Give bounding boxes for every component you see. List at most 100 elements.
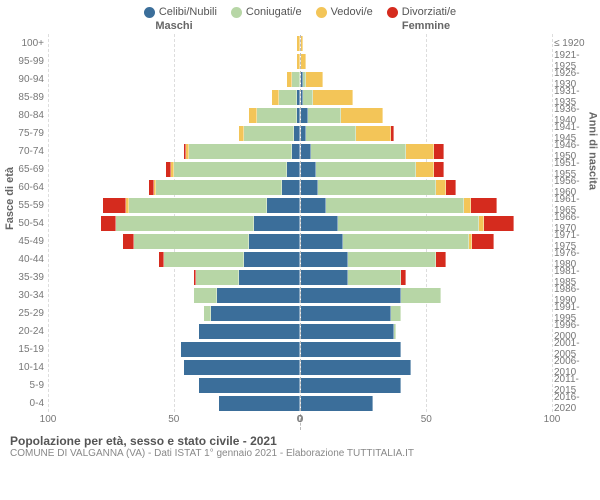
- pyramid-row: 50-541966-1970: [48, 214, 552, 232]
- pyramid-row: 40-441976-1980: [48, 250, 552, 268]
- bar-segment: [434, 144, 444, 159]
- male-bar: [48, 215, 301, 231]
- female-bar: [301, 341, 553, 357]
- pyramid-row: 45-491971-1975: [48, 232, 552, 250]
- bar-segment: [348, 270, 401, 285]
- pyramid-row: 80-841936-1940: [48, 106, 552, 124]
- female-bar: [301, 53, 553, 69]
- bar-segment: [297, 108, 300, 123]
- bar-segment: [272, 90, 280, 105]
- age-label: 15-19: [4, 344, 44, 355]
- bar-segment: [306, 126, 356, 141]
- bar-segment: [301, 270, 349, 285]
- y-axis-right-label: Anni di nascita: [586, 112, 598, 190]
- bar-segment: [292, 144, 300, 159]
- bar-segment: [391, 306, 401, 321]
- age-label: 0-4: [4, 398, 44, 409]
- bar-segment: [436, 252, 446, 267]
- bar-segment: [306, 72, 324, 87]
- bar-segment: [181, 342, 299, 357]
- male-bar: [48, 53, 301, 69]
- x-tick: 0: [298, 414, 304, 425]
- gender-headers: Maschi Femmine: [0, 20, 600, 34]
- chart-title: Popolazione per età, sesso e stato civil…: [10, 434, 590, 448]
- bar-segment: [316, 162, 417, 177]
- bar-segment: [301, 306, 392, 321]
- bar-segment: [301, 108, 309, 123]
- bar-segment: [343, 234, 469, 249]
- birth-year-label: ≤ 1920: [554, 38, 600, 49]
- bar-segment: [416, 162, 434, 177]
- bar-segment: [297, 36, 300, 51]
- age-label: 70-74: [4, 146, 44, 157]
- bar-segment: [401, 288, 441, 303]
- bar-segment: [204, 306, 212, 321]
- bar-segment: [303, 90, 313, 105]
- female-bar: [301, 395, 553, 411]
- bar-segment: [318, 180, 436, 195]
- legend-swatch: [144, 7, 155, 18]
- bar-segment: [184, 360, 300, 375]
- legend-label: Celibi/Nubili: [159, 6, 217, 18]
- age-label: 20-24: [4, 326, 44, 337]
- female-bar: [301, 359, 553, 375]
- age-label: 75-79: [4, 128, 44, 139]
- x-axis: 050100 050100: [0, 412, 600, 428]
- pyramid-row: 65-691951-1955: [48, 160, 552, 178]
- bar-segment: [311, 144, 407, 159]
- bar-segment: [484, 216, 514, 231]
- legend-item: Celibi/Nubili: [144, 6, 217, 18]
- male-bar: [48, 233, 301, 249]
- pyramid-row: 15-192001-2005: [48, 340, 552, 358]
- female-bar: [301, 197, 553, 213]
- x-tick: 50: [168, 414, 179, 425]
- pyramid-row: 75-791941-1945: [48, 124, 552, 142]
- bar-segment: [103, 198, 126, 213]
- bar-segment: [313, 90, 353, 105]
- bar-segment: [301, 234, 344, 249]
- male-bar: [48, 35, 301, 51]
- male-bar: [48, 359, 301, 375]
- age-label: 80-84: [4, 110, 44, 121]
- legend-label: Divorziati/e: [402, 6, 456, 18]
- female-bar: [301, 179, 553, 195]
- bar-segment: [129, 198, 267, 213]
- male-bar: [48, 323, 301, 339]
- bar-segment: [301, 216, 339, 231]
- legend: Celibi/NubiliConiugati/eVedovi/eDivorzia…: [0, 0, 600, 20]
- pyramid-row: 95-991921-1925: [48, 52, 552, 70]
- bar-segment: [341, 108, 384, 123]
- bar-segment: [294, 126, 299, 141]
- male-bar: [48, 89, 301, 105]
- bar-segment: [279, 90, 297, 105]
- pyramid-row: 10-142006-2010: [48, 358, 552, 376]
- female-bar: [301, 71, 553, 87]
- male-bar: [48, 377, 301, 393]
- bar-segment: [338, 216, 479, 231]
- bar-segment: [199, 378, 300, 393]
- bar-segment: [301, 54, 306, 69]
- pyramid-row: 55-591961-1965: [48, 196, 552, 214]
- pyramid-row: 60-641956-1960: [48, 178, 552, 196]
- bar-segment: [134, 234, 250, 249]
- age-label: 85-89: [4, 92, 44, 103]
- age-label: 5-9: [4, 380, 44, 391]
- bar-segment: [194, 288, 217, 303]
- female-bar: [301, 89, 553, 105]
- female-bar: [301, 215, 553, 231]
- bar-segment: [301, 252, 349, 267]
- bar-segment: [156, 180, 282, 195]
- bar-segment: [301, 342, 402, 357]
- bar-segment: [239, 270, 299, 285]
- bar-segment: [301, 378, 402, 393]
- legend-item: Vedovi/e: [316, 6, 373, 18]
- bar-segment: [292, 72, 300, 87]
- female-bar: [301, 377, 553, 393]
- age-label: 100+: [4, 38, 44, 49]
- pyramid-row: 30-341986-1990: [48, 286, 552, 304]
- y-axis-left-label: Fasce di età: [4, 167, 16, 230]
- bar-segment: [348, 252, 436, 267]
- chart-area: 100+≤ 192095-991921-192590-941926-193085…: [0, 34, 600, 412]
- legend-swatch: [316, 7, 327, 18]
- bar-segment: [211, 306, 299, 321]
